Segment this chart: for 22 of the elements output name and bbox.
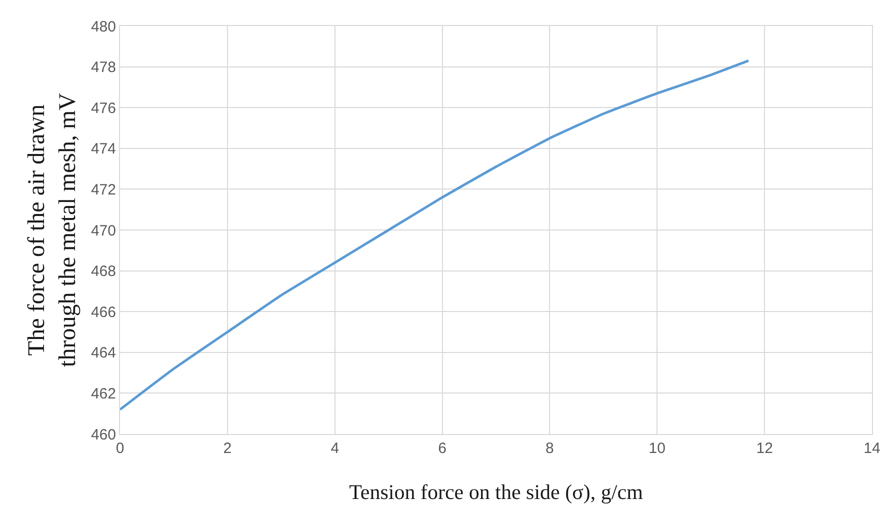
x-tick-label: 4 [330, 440, 340, 457]
x-tick-label: 6 [438, 440, 446, 457]
x-tick-label: 8 [546, 440, 554, 457]
y-tick-label: 462 [90, 385, 116, 402]
y-tick-label: 472 [90, 181, 116, 198]
x-tick-label: 12 [756, 440, 773, 457]
x-tick-label: 2 [223, 440, 232, 457]
y-tick-label: 476 [90, 100, 116, 117]
y-tick-label: 480 [90, 18, 116, 36]
y-tick-label: 464 [90, 344, 116, 362]
y-tick-label: 460 [90, 426, 116, 444]
y-tick-label: 474 [90, 140, 116, 158]
x-tick-label: 14 [864, 440, 880, 457]
x-tick-label: 10 [648, 440, 666, 457]
y-tick-label: 468 [90, 263, 116, 280]
x-tick-label: 0 [116, 440, 124, 457]
y-axis-title: The force of the air drawn through the metal mesh, mV [24, 92, 82, 367]
y-tick-label: 470 [90, 222, 116, 240]
x-axis-title: Tension force on the side (σ), g/cm [349, 480, 643, 504]
line-series [120, 59, 750, 411]
y-tick-label: 478 [90, 59, 116, 76]
y-tick-label: 466 [90, 304, 116, 321]
